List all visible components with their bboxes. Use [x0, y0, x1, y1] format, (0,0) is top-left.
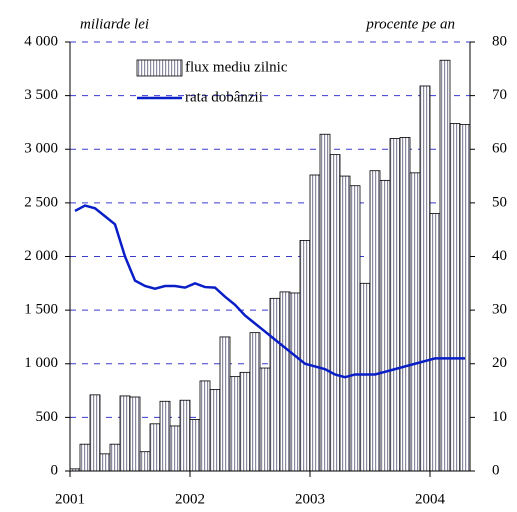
bar	[259, 367, 271, 472]
bar	[449, 123, 461, 472]
bar	[309, 174, 321, 472]
legend-label: flux mediu zilnic	[185, 59, 288, 75]
bar	[179, 399, 191, 472]
bar	[129, 396, 141, 472]
x-tick-label: 2003	[295, 491, 325, 507]
x-tick-label: 2001	[55, 491, 85, 507]
bar	[159, 400, 171, 472]
line	[74, 204, 465, 379]
bar	[219, 336, 231, 472]
y-tick-label: 3 000	[24, 141, 58, 157]
y2-tick-label: 50	[492, 194, 507, 210]
bar	[169, 425, 181, 472]
y2-tick-label: 80	[492, 33, 507, 49]
y2-tick-label: 10	[492, 409, 507, 425]
bar	[319, 133, 331, 472]
bar	[329, 154, 341, 472]
y-tick-label: 1 500	[24, 302, 58, 318]
bar	[379, 179, 391, 472]
bar	[99, 453, 111, 472]
legend-label: rata dobânzii	[185, 89, 263, 105]
x-tick-label: 2002	[175, 491, 205, 507]
y2-tick-label: 40	[492, 248, 507, 264]
bar	[269, 297, 281, 472]
bar	[239, 371, 251, 472]
bar	[409, 172, 421, 472]
y2-tick-label: 70	[492, 87, 507, 103]
bar	[149, 423, 161, 472]
bar	[399, 137, 411, 472]
y-axis-label: miliarde lei	[80, 16, 149, 32]
bar	[209, 389, 221, 472]
bar	[359, 282, 371, 472]
y-tick-label: 4 000	[24, 33, 58, 49]
bar	[109, 443, 121, 472]
y-tick-label: 3 500	[24, 87, 58, 103]
bar	[459, 124, 471, 472]
bar	[119, 395, 131, 472]
legend-swatch	[136, 59, 183, 77]
y-tick-label: 500	[36, 409, 59, 425]
y-tick-label: 0	[51, 462, 59, 478]
bar	[439, 59, 451, 472]
bar	[289, 292, 301, 472]
bar	[429, 213, 441, 472]
bar	[389, 138, 401, 472]
bar	[419, 85, 431, 472]
bar	[89, 394, 101, 472]
y2-tick-label: 20	[492, 355, 507, 371]
bar	[189, 419, 201, 472]
bar	[249, 332, 261, 472]
bar	[199, 380, 211, 472]
y2-axis-label: procente pe an	[365, 16, 455, 32]
y2-tick-label: 30	[492, 302, 507, 318]
y2-tick-label: 0	[492, 462, 500, 478]
bar	[139, 451, 151, 472]
bar	[79, 443, 91, 472]
bar	[299, 240, 311, 472]
y2-tick-label: 60	[492, 141, 507, 157]
bar	[229, 376, 241, 472]
y-tick-label: 1 000	[24, 355, 58, 371]
bar	[369, 170, 381, 472]
bar	[279, 291, 291, 472]
x-tick-label: 2004	[415, 491, 446, 507]
y-tick-label: 2 000	[24, 248, 58, 264]
y-tick-label: 2 500	[24, 194, 58, 210]
bar	[339, 175, 351, 472]
bar	[349, 185, 361, 472]
